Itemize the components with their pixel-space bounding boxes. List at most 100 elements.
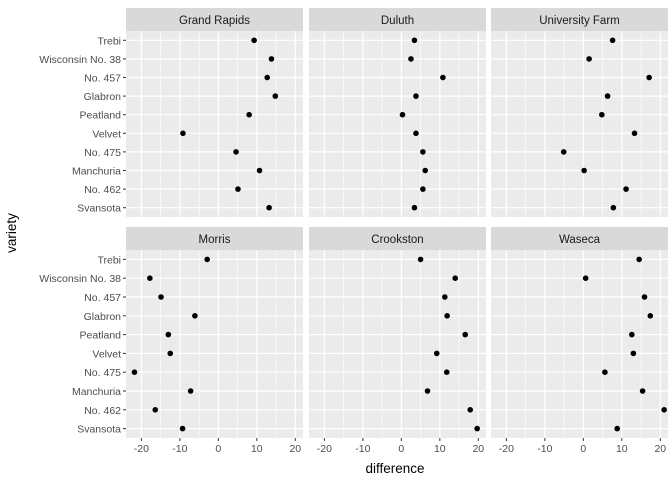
data-point [467, 407, 474, 413]
data-point [411, 37, 418, 44]
y-tick-label: Wisconsin No. 38 [39, 54, 121, 66]
x-tick-label: 20 [289, 443, 301, 455]
data-point [636, 256, 642, 263]
data-point [440, 74, 446, 81]
x-tick-label: 0 [580, 443, 586, 455]
y-tick-label: Svansota [77, 203, 121, 215]
y-tick-label: No. 462 [84, 405, 121, 417]
facet-strip [491, 227, 668, 250]
data-point [246, 111, 252, 118]
y-tick-label: Svansota [77, 424, 121, 436]
data-point [413, 130, 419, 137]
data-point [582, 275, 589, 282]
facet-strip-label: Grand Rapids [179, 15, 250, 27]
data-point [413, 93, 419, 99]
x-tick-label: 10 [251, 443, 263, 455]
x-tick-label: -10 [537, 443, 552, 455]
data-point [165, 331, 172, 338]
data-point [452, 275, 459, 282]
data-point [417, 256, 424, 263]
data-point [235, 186, 241, 192]
facet-panel: University Farm [491, 8, 668, 217]
data-point [131, 369, 138, 376]
data-point [266, 204, 272, 211]
y-tick-label: Glabron [84, 311, 122, 323]
facet-strip-label: Duluth [381, 15, 414, 27]
data-point [180, 130, 186, 137]
x-tick-label: 0 [398, 443, 404, 455]
y-tick-label: No. 457 [84, 73, 121, 85]
data-point [399, 111, 406, 118]
facet-strip-label: University Farm [539, 15, 620, 27]
y-tick-label: Glabron [84, 91, 122, 103]
data-point [192, 313, 198, 319]
facet-strip [126, 227, 303, 250]
y-tick-label: No. 475 [84, 147, 121, 159]
data-point [631, 130, 638, 137]
x-tick-label: -10 [172, 443, 187, 455]
facet-strip-label: Waseca [559, 234, 601, 246]
data-point [420, 149, 426, 155]
data-point [442, 294, 448, 300]
data-point [411, 204, 418, 211]
x-tick-label: -20 [317, 443, 332, 455]
data-point [256, 167, 263, 174]
y-tick-label: Wisconsin No. 38 [39, 273, 121, 285]
facet-panel: Morris Trebi Wisconsin No. 38 No. 457 Glabro… [39, 227, 303, 455]
y-tick-label: Manchuria [72, 166, 121, 178]
data-point [602, 369, 608, 376]
data-point [646, 74, 652, 81]
facet-strip [491, 8, 668, 31]
data-point [264, 74, 271, 81]
data-point [158, 294, 164, 300]
data-point [599, 111, 605, 118]
x-tick-label: 20 [654, 443, 666, 455]
facet-panel: Waseca -20 -10 0 10 20 [491, 227, 668, 455]
y-tick-label: No. 457 [84, 292, 121, 304]
panel-background [126, 31, 303, 217]
data-point [639, 388, 646, 394]
data-point [604, 93, 611, 99]
y-tick-label: No. 475 [84, 367, 121, 379]
data-point [560, 149, 567, 155]
facet-strip-label: Morris [199, 234, 231, 246]
data-point [433, 350, 440, 357]
x-tick-label: -20 [499, 443, 514, 455]
panel-background [491, 31, 668, 217]
data-point [420, 186, 426, 192]
data-point [272, 93, 279, 99]
panel-background [309, 250, 486, 438]
data-point [586, 56, 592, 62]
data-point [623, 186, 629, 192]
x-tick-label: 20 [472, 443, 484, 455]
data-point [187, 388, 194, 394]
y-tick-label: Peatland [80, 330, 122, 342]
panel-background [491, 250, 668, 438]
facet-panel: Crookston -20 -10 0 10 20 [309, 227, 486, 455]
data-point [233, 149, 239, 155]
x-tick-label: 10 [434, 443, 446, 455]
y-axis-title: variety [4, 213, 19, 253]
data-point [474, 425, 480, 432]
data-point [647, 313, 654, 319]
facet-panel: Duluth [309, 8, 486, 217]
facet-strip-label: Crookston [371, 234, 423, 246]
data-point [408, 56, 414, 62]
x-tick-label: 0 [215, 443, 221, 455]
data-point [641, 294, 648, 300]
data-point [581, 167, 587, 174]
data-point [630, 350, 637, 357]
y-tick-label: Trebi [97, 254, 121, 266]
panel-background [126, 250, 303, 438]
data-point [610, 204, 617, 211]
data-point [251, 37, 257, 44]
x-tick-label: -20 [134, 443, 149, 455]
data-point [462, 331, 469, 338]
facet-panel: Grand Rapids Trebi Wisconsin No. 38 No. 457… [39, 8, 303, 217]
data-point [147, 275, 153, 282]
data-point [609, 37, 616, 44]
y-tick-label: No. 462 [84, 184, 121, 196]
facet-strip [126, 8, 303, 31]
x-axis-title: difference [365, 461, 424, 476]
data-point [661, 407, 667, 413]
